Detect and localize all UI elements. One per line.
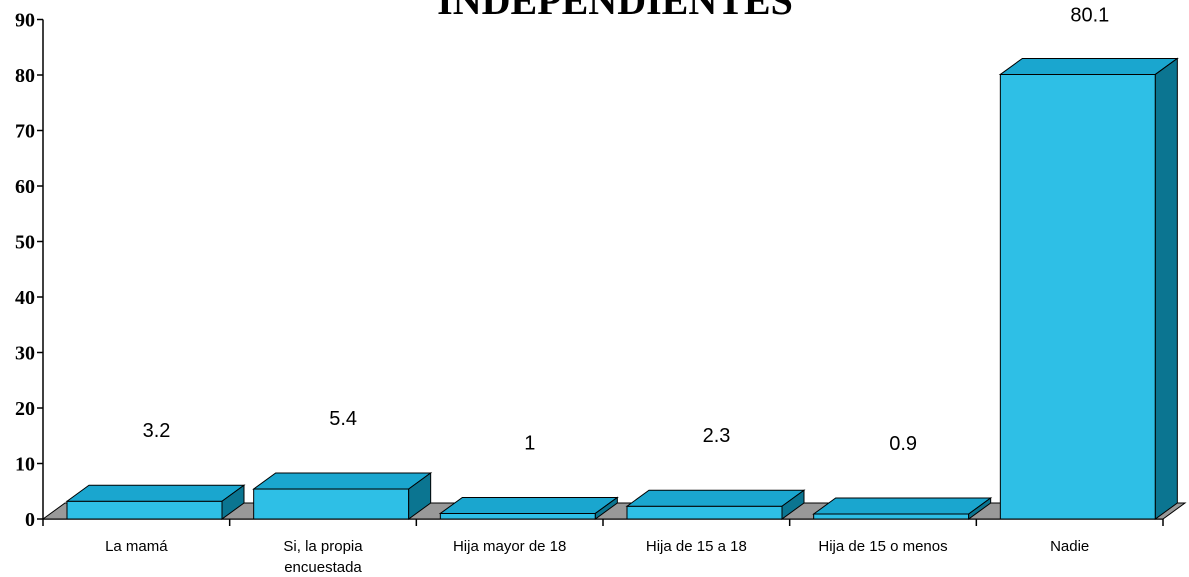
bar-front [813,513,970,520]
data-label: 80.1 [1070,4,1109,26]
bars [65,57,1179,520]
bar-top [812,497,993,515]
x-tick-label: Si, la propia encuestada [283,538,363,576]
bar-top [438,496,619,514]
x-tick-label: Hija de 15 o menos [818,538,947,555]
x-tick-label-line: encuestada [284,559,362,576]
x-tick-label: Hija de 15 a 18 [646,538,747,555]
y-tick-label: 20 [15,398,35,420]
data-label: 5.4 [329,408,357,430]
x-tick-label: Nadie [1050,538,1089,555]
bar-side [1154,57,1178,520]
y-tick-label: 40 [15,287,35,309]
bar-group [998,57,1179,520]
data-label: 3.2 [143,420,171,442]
bar-group [625,489,806,520]
x-tick-label: La mamá [105,538,168,555]
bar-group [812,497,993,520]
x-tick-label-line: Hija de 15 o menos [818,538,947,555]
x-tick-label-line: Hija de 15 a 18 [646,538,747,555]
bar-group [438,496,619,520]
y-tick-label: 70 [15,121,35,143]
y-tick-label: 60 [15,176,35,198]
data-label: 2.3 [703,425,731,447]
bar-group [252,472,433,520]
bar-front [626,505,783,520]
bar-top [625,489,806,507]
x-tick-label: Hija mayor de 18 [453,538,566,555]
bar-front [999,73,1156,520]
x-tick-label-line: La mamá [105,538,168,555]
chart-title: INDEPENDIENTES [437,0,793,23]
bar-front [439,512,596,520]
bar-top [998,57,1179,75]
bar-top [65,484,246,502]
data-label: 1 [524,432,535,454]
y-tick-label: 80 [15,65,35,87]
y-tick-label: 0 [25,509,35,531]
bar-front [253,488,410,520]
bar-side [968,497,992,520]
bar-side [221,484,245,520]
y-tick-label: 10 [15,454,35,476]
y-tick-label: 30 [15,343,35,365]
bar-group [65,484,246,520]
bar-front [66,500,223,520]
bar-top [252,472,433,490]
x-tick-label-line: Si, la propia [283,538,363,555]
y-tick-label: 90 [15,10,35,32]
data-label: 0.9 [889,433,917,455]
bar-side [781,489,805,520]
labels: 3.2 La mamá 5.4 Si, la propia encuestada 1 Hij… [105,4,1109,576]
x-tick-label-line: Hija mayor de 18 [453,538,566,555]
y-tick-label: 50 [15,232,35,254]
bar-side [408,472,432,520]
axes: 0 10 20 30 40 50 60 70 80 90 [15,10,1164,531]
x-tick-label-line: Nadie [1050,538,1089,555]
bar-side [594,496,618,520]
